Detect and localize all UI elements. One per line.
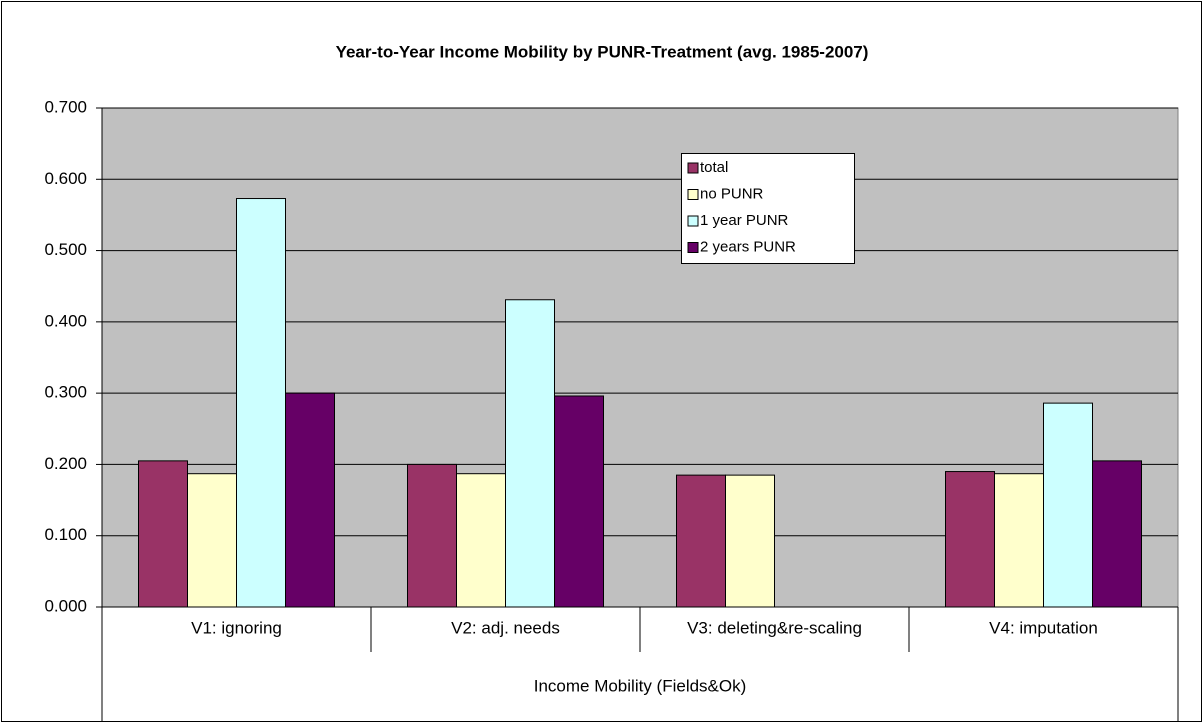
legend-label: 2 years PUNR: [700, 238, 796, 255]
legend-swatch: [687, 215, 699, 227]
bar: [994, 473, 1044, 608]
y-tick-label: 0.400: [44, 311, 87, 330]
legend-swatch: [687, 162, 699, 174]
legend: total no PUNR 1 year PUNR 2 years PUNR: [681, 153, 855, 264]
chart-title: Year-to-Year Income Mobility by PUNR-Tre…: [336, 42, 869, 61]
y-tick-label: 0.600: [44, 169, 87, 188]
bar: [187, 473, 237, 608]
bar: [505, 299, 555, 608]
x-axis-title: Income Mobility (Fields&Ok): [534, 676, 747, 695]
x-tick-label: V2: adj. needs: [451, 618, 560, 637]
bar: [138, 460, 188, 608]
bar: [725, 474, 775, 608]
y-tick-label: 0.100: [44, 525, 87, 544]
y-tick-label: 0.000: [44, 596, 87, 615]
y-tick-label: 0.500: [44, 240, 87, 259]
legend-label: no PUNR: [700, 185, 764, 202]
bar: [236, 198, 286, 608]
bar: [554, 395, 604, 608]
x-tick-label: V1: ignoring: [191, 618, 282, 637]
bar: [285, 392, 335, 608]
legend-label: 1 year PUNR: [700, 212, 789, 229]
legend-swatch: [687, 242, 699, 253]
bar: [676, 474, 726, 608]
bar: [1043, 402, 1093, 608]
y-tick-label: 0.700: [44, 97, 87, 116]
bar: [1092, 460, 1142, 608]
bar: [456, 473, 506, 608]
legend-box: [681, 153, 855, 264]
legend-swatch: [687, 189, 699, 200]
y-tick-label: 0.200: [44, 454, 87, 473]
x-tick-label: V4: imputation: [989, 618, 1098, 637]
x-tick-label: V3: deleting&re-scaling: [687, 618, 862, 637]
bar: [945, 471, 995, 608]
legend-label: total: [700, 159, 728, 176]
y-tick-label: 0.300: [44, 383, 87, 402]
bar: [407, 463, 457, 608]
